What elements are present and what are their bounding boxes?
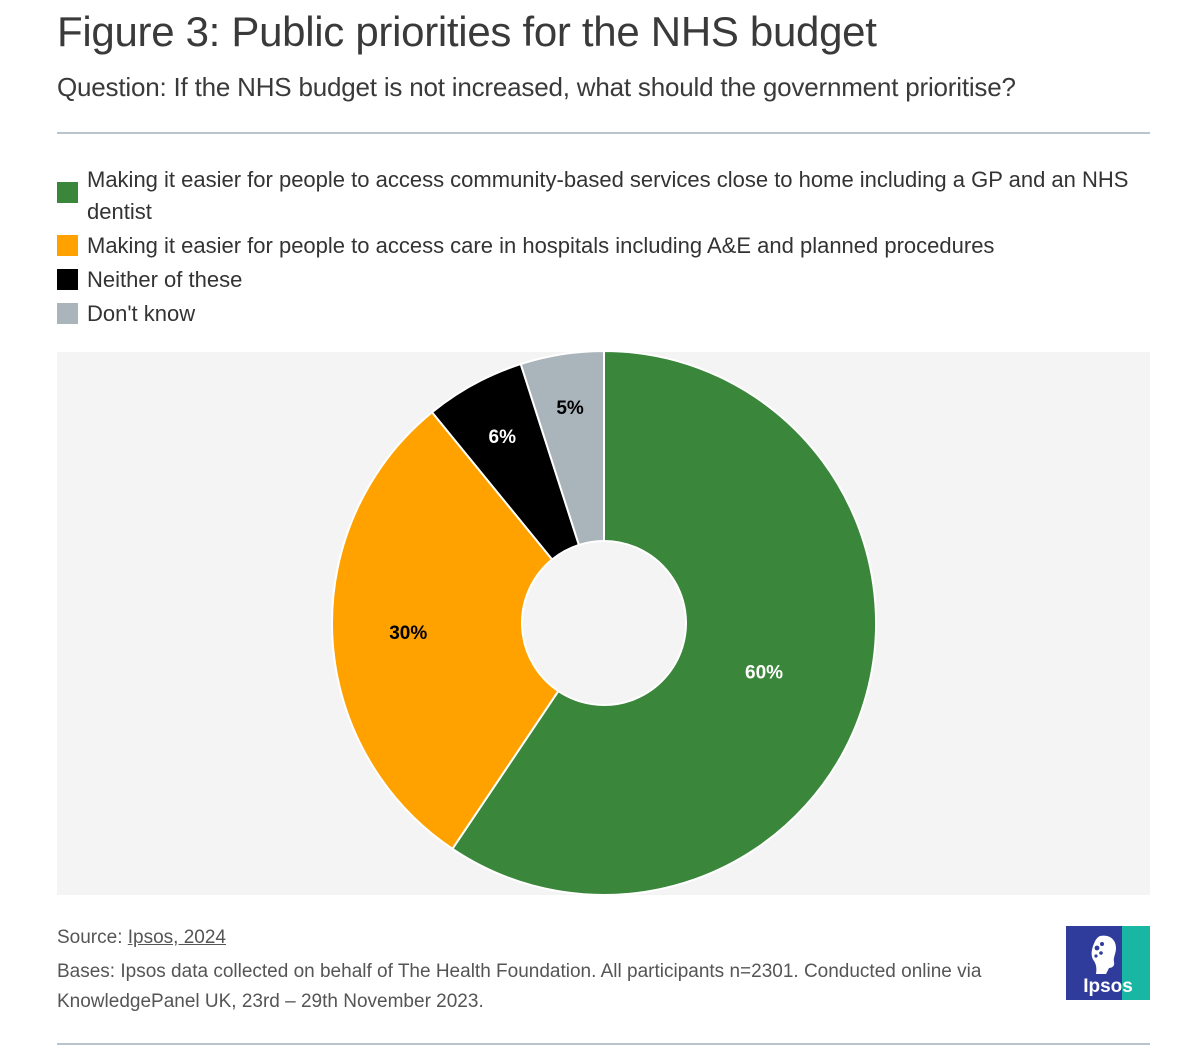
donut-chart: 60% 30% 6% 5% <box>331 349 877 896</box>
ipsos-logo: Ipsos <box>1066 926 1150 1000</box>
legend-label-hospitals: Making it easier for people to access ca… <box>87 233 995 258</box>
chart-title: Figure 3: Public priorities for the NHS … <box>57 8 877 55</box>
legend: Making it easier for people to access co… <box>57 164 1150 332</box>
logo-text: Ipsos <box>1083 976 1133 997</box>
legend-item-dont-know: Don't know <box>57 298 1150 330</box>
legend-swatch-neither <box>57 269 78 290</box>
legend-label-community: Making it easier for people to access co… <box>87 167 1129 224</box>
legend-item-neither: Neither of these <box>57 264 1150 296</box>
donut-slice-hospitals <box>331 410 560 851</box>
legend-swatch-community <box>57 182 78 203</box>
legend-item-community: Making it easier for people to access co… <box>57 164 1150 228</box>
legend-label-dont-know: Don't know <box>87 301 196 326</box>
data-label-hospitals: 30% <box>389 623 427 644</box>
chart-subtitle: Question: If the NHS budget is not incre… <box>57 72 1016 102</box>
top-divider <box>57 132 1150 134</box>
data-label-community: 60% <box>745 663 783 684</box>
source-prefix: Source: <box>57 927 128 948</box>
data-label-dont-know: 5% <box>556 398 584 419</box>
bases-note: Bases: Ipsos data collected on behalf of… <box>57 961 982 1012</box>
source-line: Source: Ipsos, 2024 <box>57 927 226 949</box>
legend-swatch-hospitals <box>57 235 78 256</box>
donut-slice-community <box>451 349 877 896</box>
data-label-neither: 6% <box>489 427 517 448</box>
legend-item-hospitals: Making it easier for people to access ca… <box>57 230 1150 262</box>
source-link[interactable]: Ipsos, 2024 <box>127 927 227 948</box>
donut-slice-dont-know <box>519 349 605 547</box>
bottom-divider <box>57 1043 1150 1045</box>
legend-swatch-dont-know <box>57 303 78 324</box>
legend-label-neither: Neither of these <box>87 267 243 292</box>
